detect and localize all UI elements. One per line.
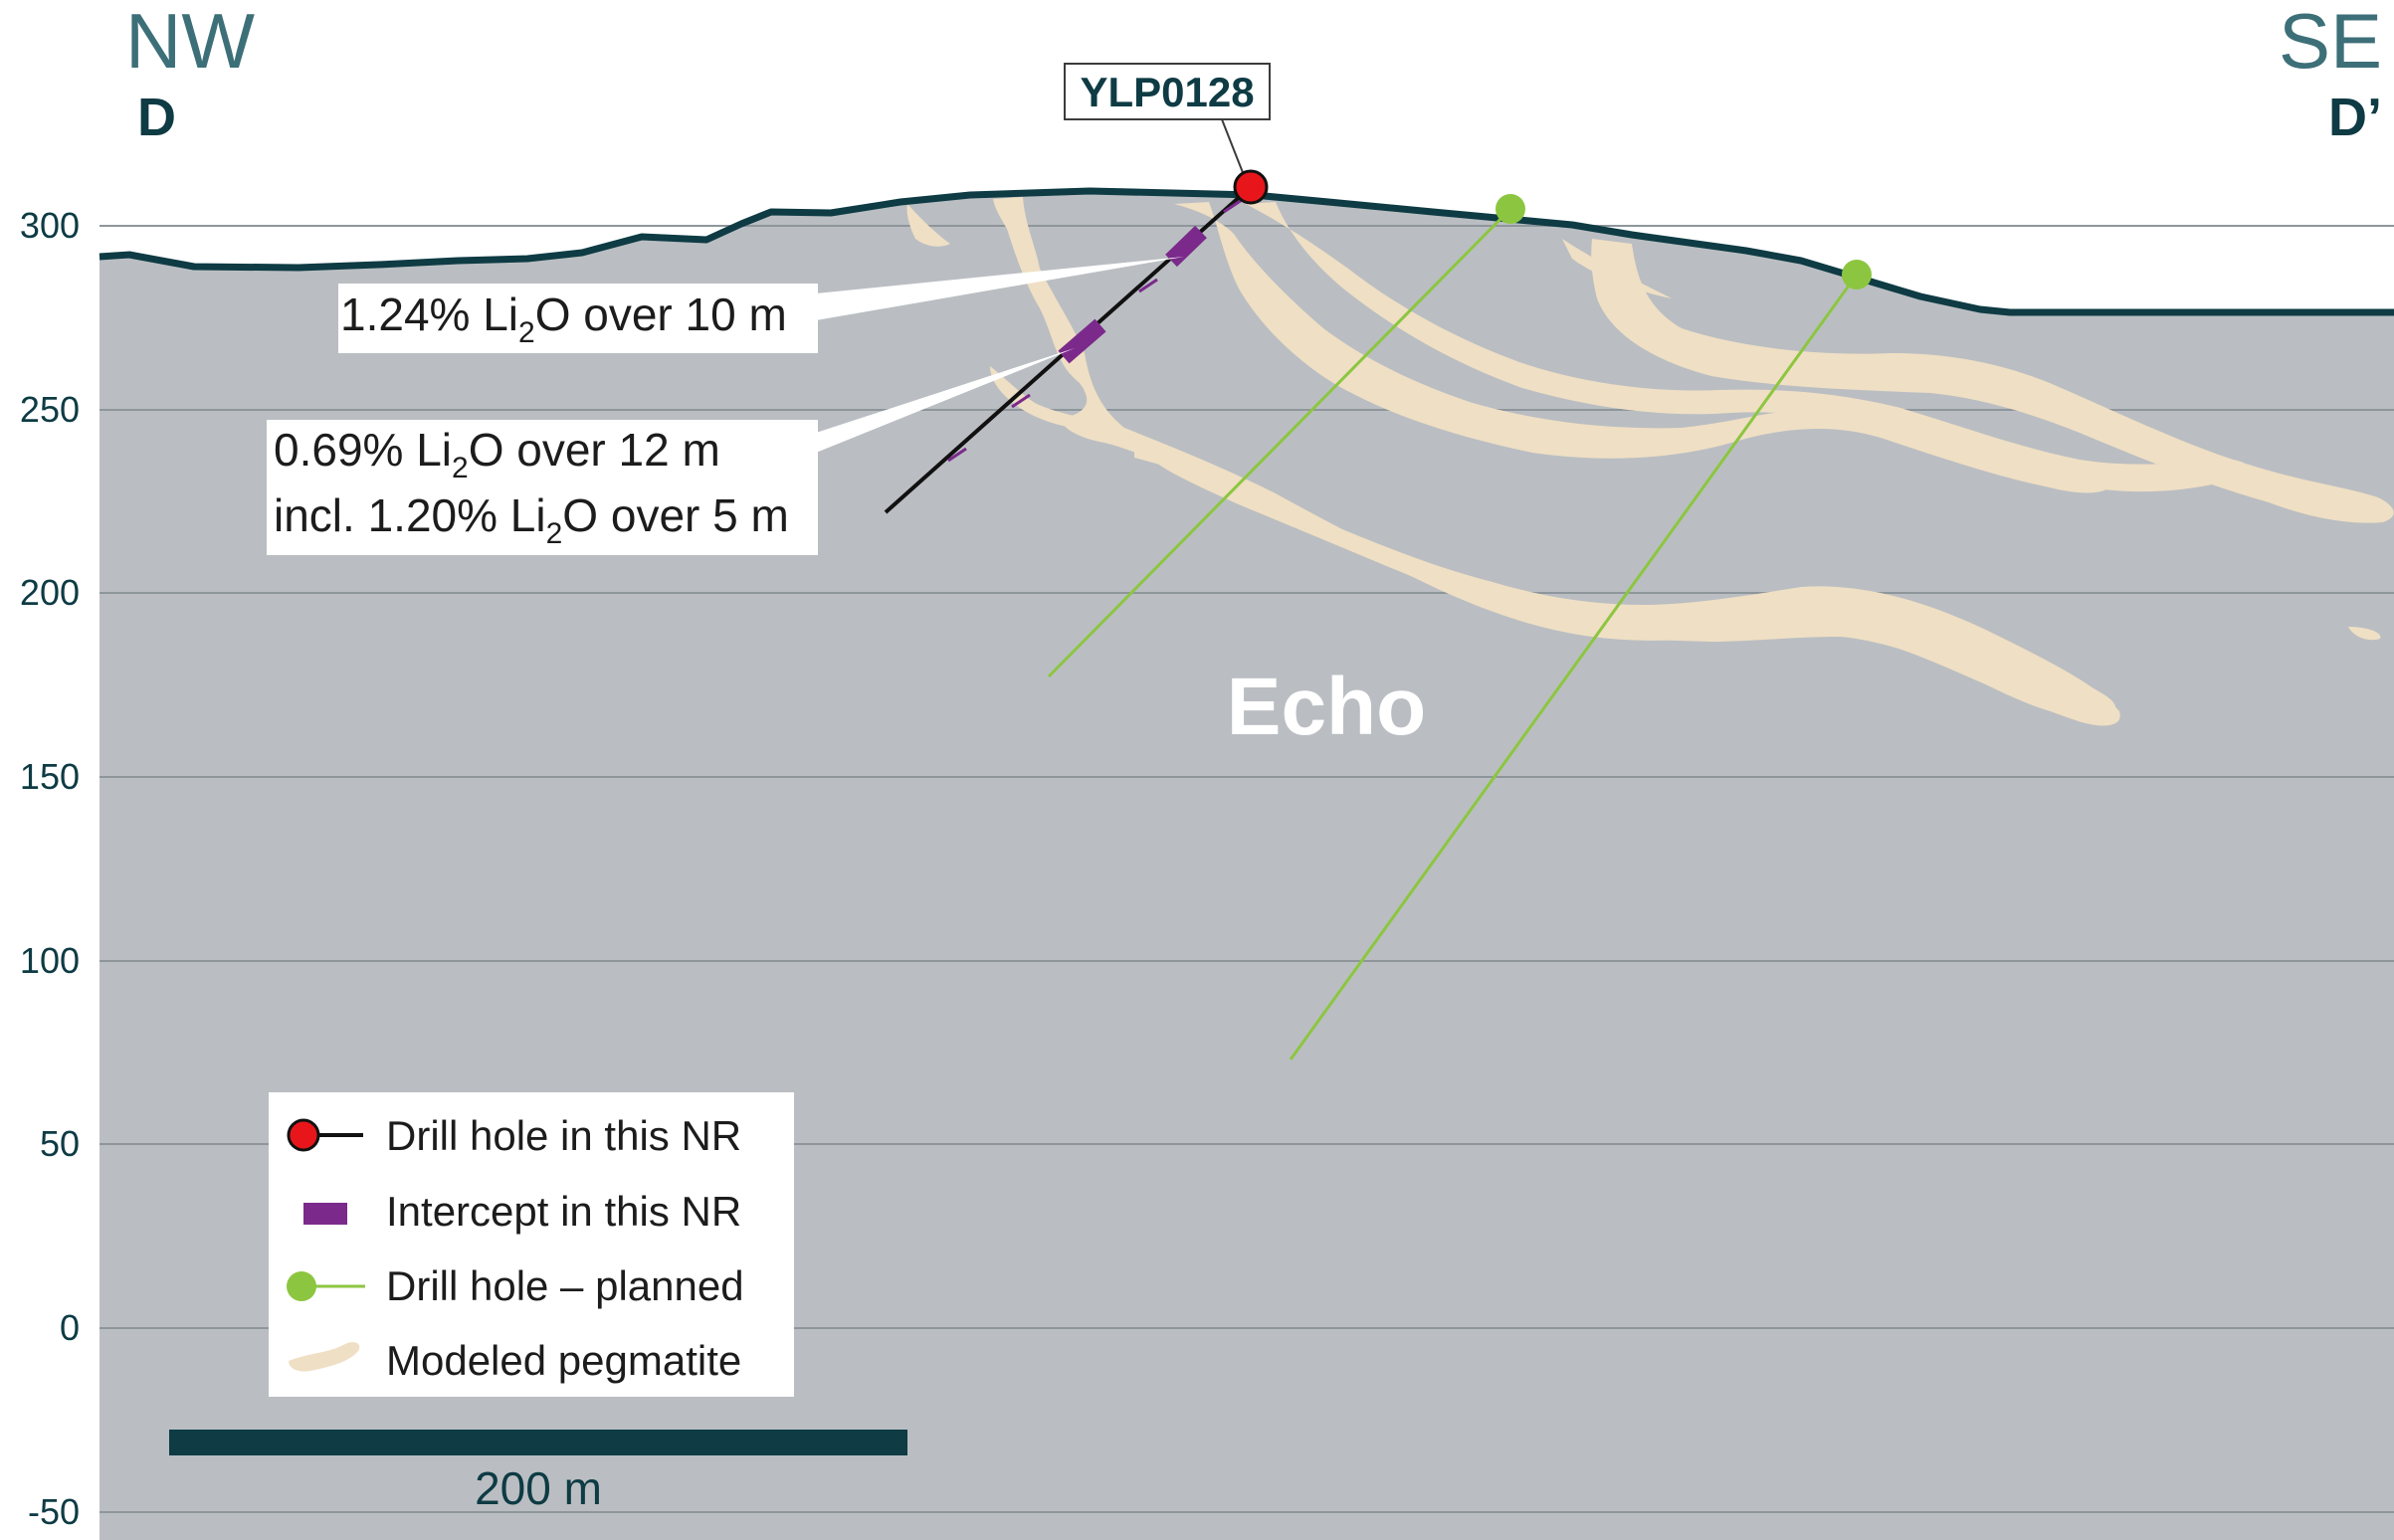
intercept-label-box <box>338 284 818 353</box>
elevation-tick: 200 <box>20 572 80 613</box>
pegmatite-dyke <box>2348 627 2381 641</box>
pegmatite-dyke <box>1246 202 2249 492</box>
pegmatite-dyke <box>1132 438 2120 726</box>
elevation-tick: 0 <box>60 1307 80 1348</box>
planned-hole-collar <box>1496 194 1525 224</box>
planned-drill-holes <box>1047 194 1872 1060</box>
hole-label-leader <box>1221 118 1245 176</box>
drill-hole-ylp0128 <box>884 184 1254 514</box>
legend-label: Drill hole in this NR <box>386 1112 741 1159</box>
planned-hole-collar <box>1842 260 1872 289</box>
elevation-tick: 150 <box>20 756 80 797</box>
elevation-tick: 50 <box>40 1123 80 1164</box>
planned-hole-trace <box>1047 207 1512 678</box>
legend-label: Intercept in this NR <box>386 1188 741 1235</box>
minor-intercept <box>1223 198 1243 214</box>
legend-label: Modeled pegmatite <box>386 1337 741 1384</box>
section-endpoint-right: D’ <box>2328 88 2382 147</box>
elevation-gridlines <box>100 225 2394 1513</box>
hole-label-box <box>1064 63 1271 120</box>
section-endpoint-left: D <box>137 88 176 147</box>
scale-bar <box>169 1430 907 1455</box>
minor-intercept <box>947 447 967 463</box>
intercept-callout-pointer <box>816 348 1075 453</box>
legend-intercept-swatch <box>303 1203 347 1225</box>
intercept-callout-pointer <box>816 257 1184 320</box>
legend-label: Drill hole – planned <box>386 1262 744 1309</box>
intercept-label-box <box>267 420 818 555</box>
elevation-tick: 300 <box>20 205 80 246</box>
elevation-tick: 100 <box>20 940 80 981</box>
planned-hole-trace <box>1289 274 1859 1060</box>
intercept-segment <box>1058 318 1106 364</box>
legend: Drill hole in this NR Intercept in this … <box>269 1092 794 1397</box>
scale-bar-label: 200 m <box>475 1462 602 1514</box>
direction-label-left: NW <box>125 0 255 85</box>
area-label: Echo <box>1227 662 1426 752</box>
elevation-axis: 300 250 200 150 100 50 0 -50 <box>20 205 80 1532</box>
intercept-label: 0.69% Li2O over 12 m <box>274 424 720 484</box>
elevation-tick: -50 <box>28 1491 80 1532</box>
legend-pegmatite-swatch <box>289 1342 360 1372</box>
hole-label: YLP0128 <box>1080 69 1254 115</box>
elevation-tick: 250 <box>20 389 80 430</box>
minor-intercept <box>1011 393 1031 409</box>
topographic-surface <box>99 187 2394 316</box>
minor-intercept <box>1138 278 1158 293</box>
legend-drill-hole-collar <box>287 1118 320 1152</box>
intercept-label: 1.24% Li2O over 10 m <box>340 289 787 349</box>
pegmatite-dyke <box>1134 448 1214 476</box>
intercept-label-incl: incl. 1.20% Li2O over 5 m <box>274 489 789 550</box>
legend-planned-collar <box>287 1271 316 1301</box>
pegmatite-dyke <box>1591 239 2394 523</box>
intercept-segment <box>1165 225 1207 268</box>
drill-hole-collar <box>1233 169 1269 205</box>
direction-label-right: SE <box>2279 0 2382 85</box>
pegmatite-dyke <box>906 204 950 247</box>
